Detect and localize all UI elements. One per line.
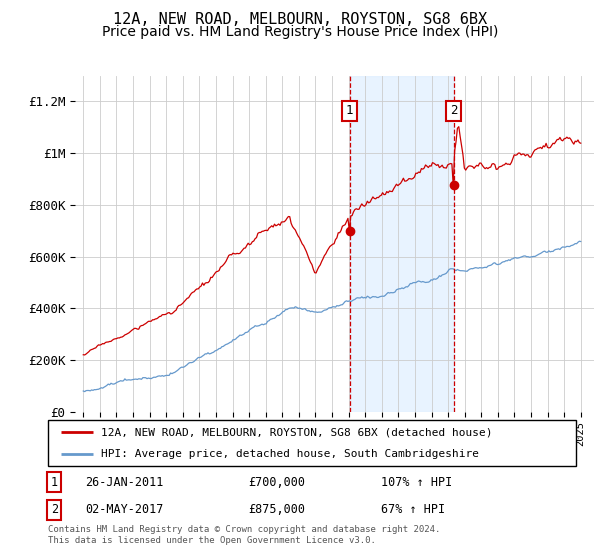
Text: Contains HM Land Registry data © Crown copyright and database right 2024.
This d: Contains HM Land Registry data © Crown c…	[48, 525, 440, 545]
FancyBboxPatch shape	[48, 420, 576, 466]
Bar	[350, 76, 454, 412]
Text: Price paid vs. HM Land Registry's House Price Index (HPI): Price paid vs. HM Land Registry's House …	[102, 25, 498, 39]
Text: 02-MAY-2017: 02-MAY-2017	[85, 503, 163, 516]
Text: 67% ↑ HPI: 67% ↑ HPI	[380, 503, 445, 516]
Text: 12A, NEW ROAD, MELBOURN, ROYSTON, SG8 6BX (detached house): 12A, NEW ROAD, MELBOURN, ROYSTON, SG8 6B…	[101, 427, 493, 437]
Text: HPI: Average price, detached house, South Cambridgeshire: HPI: Average price, detached house, Sout…	[101, 449, 479, 459]
Text: 2: 2	[450, 104, 457, 118]
Text: 107% ↑ HPI: 107% ↑ HPI	[380, 476, 452, 489]
Text: 26-JAN-2011: 26-JAN-2011	[85, 476, 163, 489]
Text: £875,000: £875,000	[248, 503, 305, 516]
Text: £700,000: £700,000	[248, 476, 305, 489]
Text: 2: 2	[51, 503, 58, 516]
Text: 1: 1	[346, 104, 353, 118]
Text: 12A, NEW ROAD, MELBOURN, ROYSTON, SG8 6BX: 12A, NEW ROAD, MELBOURN, ROYSTON, SG8 6B…	[113, 12, 487, 27]
Text: 1: 1	[51, 476, 58, 489]
